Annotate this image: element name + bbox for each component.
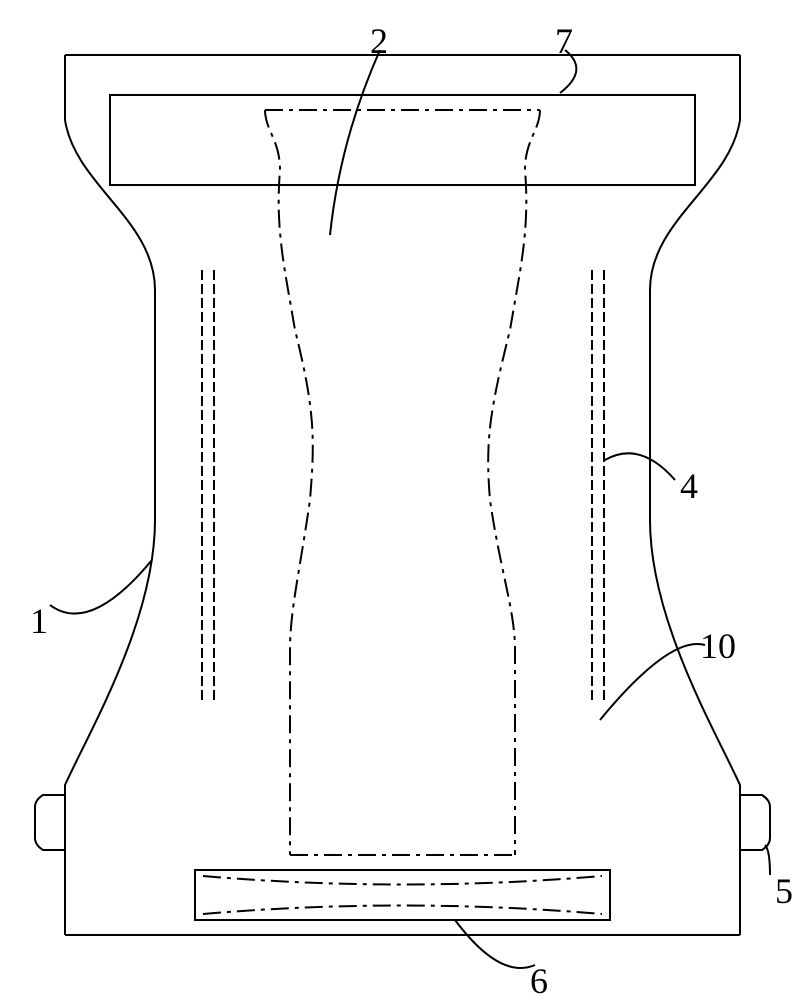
callout-10: 10: [700, 625, 736, 667]
callout-1: 1: [30, 600, 48, 642]
callout-6: 6: [530, 960, 548, 1002]
callout-7: 7: [555, 20, 573, 62]
callout-5: 5: [775, 870, 793, 912]
callout-2: 2: [370, 20, 388, 62]
callout-4: 4: [680, 465, 698, 507]
